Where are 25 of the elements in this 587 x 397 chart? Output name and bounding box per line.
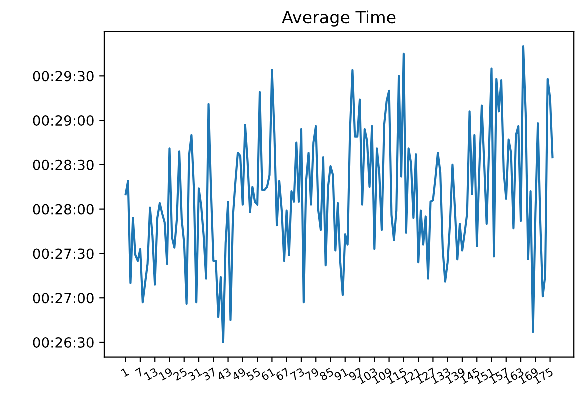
x-tick-label: 25 [172, 368, 188, 382]
chart-title: Average Time [282, 10, 396, 27]
x-tick-label: 73 [290, 368, 306, 382]
x-tick-label: 7 [135, 368, 144, 378]
y-tick-label: 00:27:30 [33, 248, 94, 260]
x-tick-label: 49 [231, 368, 247, 382]
y-tick-label: 00:28:00 [33, 204, 94, 215]
y-tick-label: 00:28:30 [33, 160, 94, 170]
x-tick-label: 31 [188, 368, 202, 382]
x-tick-label: 91 [334, 368, 349, 382]
x-tick-label: 1 [120, 368, 130, 378]
x-tick-label: 37 [202, 368, 218, 382]
x-tick-label: 55 [246, 368, 262, 382]
line-series [124, 46, 554, 344]
x-tick-label: 19 [158, 368, 174, 381]
x-tick-label: 43 [216, 368, 232, 382]
x-tick-label: 67 [275, 368, 290, 382]
x-tick-label: 13 [144, 368, 159, 381]
x-tick-label: 79 [304, 368, 320, 382]
x-tick-label: 61 [260, 368, 276, 382]
y-tick-label: 00:29:00 [33, 116, 94, 126]
y-tick-label: 00:26:30 [33, 337, 94, 348]
y-tick-label: 00:29:30 [33, 71, 94, 82]
y-tick-label: 00:27:00 [33, 293, 94, 304]
x-tick-label: 85 [319, 368, 334, 382]
